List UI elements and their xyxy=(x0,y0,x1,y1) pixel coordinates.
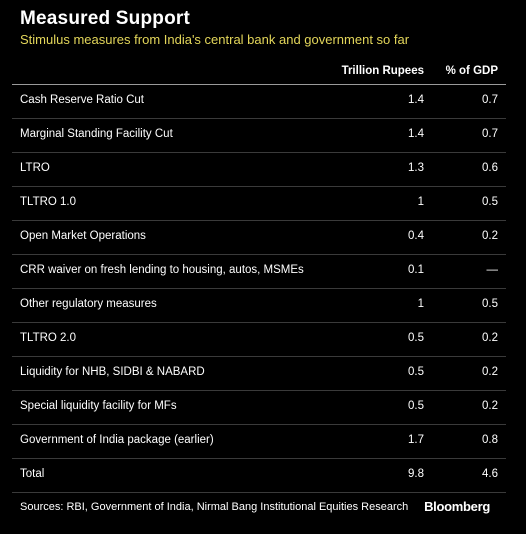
column-header-trillion-rupees: Trillion Rupees xyxy=(341,65,424,77)
row-trillion-rupees: 0.5 xyxy=(408,400,424,412)
row-label: Other regulatory measures xyxy=(20,298,157,310)
row-trillion-rupees: 0.1 xyxy=(408,264,424,276)
table-row: Marginal Standing Facility Cut 1.4 0.7 xyxy=(12,119,506,153)
row-pct-gdp: 0.8 xyxy=(482,434,498,446)
table-row: LTRO 1.3 0.6 xyxy=(12,153,506,187)
table-row: Other regulatory measures 1 0.5 xyxy=(12,289,506,323)
row-trillion-rupees: 9.8 xyxy=(408,468,424,480)
table-header: Trillion Rupees % of GDP xyxy=(12,58,506,84)
row-pct-gdp: 0.2 xyxy=(482,400,498,412)
table-row: CRR waiver on fresh lending to housing, … xyxy=(12,255,506,289)
row-trillion-rupees: 1.3 xyxy=(408,162,424,174)
row-pct-gdp: 0.7 xyxy=(482,94,498,106)
row-trillion-rupees: 1.4 xyxy=(408,94,424,106)
row-label: Government of India package (earlier) xyxy=(20,434,214,446)
row-label: Open Market Operations xyxy=(20,230,146,242)
table-row: Cash Reserve Ratio Cut 1.4 0.7 xyxy=(12,84,506,119)
row-pct-gdp: 0.5 xyxy=(482,298,498,310)
row-label: LTRO xyxy=(20,162,50,174)
row-trillion-rupees: 0.5 xyxy=(408,366,424,378)
stimulus-table: Trillion Rupees % of GDP Cash Reserve Ra… xyxy=(12,58,506,493)
row-pct-gdp: 0.2 xyxy=(482,230,498,242)
source-note: Sources: RBI, Government of India, Nirma… xyxy=(20,501,409,513)
row-trillion-rupees: 0.5 xyxy=(408,332,424,344)
row-label: CRR waiver on fresh lending to housing, … xyxy=(20,264,304,276)
row-label: Special liquidity facility for MFs xyxy=(20,400,177,412)
row-pct-gdp: 0.6 xyxy=(482,162,498,174)
table-row: TLTRO 1.0 1 0.5 xyxy=(12,187,506,221)
row-pct-gdp: 0.2 xyxy=(482,332,498,344)
table-row: Liquidity for NHB, SIDBI & NABARD 0.5 0.… xyxy=(12,357,506,391)
row-pct-gdp: 0.2 xyxy=(482,366,498,378)
row-pct-gdp: 0.7 xyxy=(482,128,498,140)
row-trillion-rupees: 1.4 xyxy=(408,128,424,140)
chart-subtitle: Stimulus measures from India's central b… xyxy=(20,32,410,47)
row-pct-gdp: 4.6 xyxy=(482,468,498,480)
row-trillion-rupees: 1.7 xyxy=(408,434,424,446)
row-label: Cash Reserve Ratio Cut xyxy=(20,94,144,106)
table-row: TLTRO 2.0 0.5 0.2 xyxy=(12,323,506,357)
row-pct-gdp: — xyxy=(486,264,499,276)
chart-title: Measured Support xyxy=(20,8,190,29)
table-row: Special liquidity facility for MFs 0.5 0… xyxy=(12,391,506,425)
table-row-total: Total 9.8 4.6 xyxy=(12,459,506,493)
bloomberg-logo: Bloomberg xyxy=(424,499,490,514)
row-label: Total xyxy=(20,468,45,480)
table-row: Open Market Operations 0.4 0.2 xyxy=(12,221,506,255)
row-label: TLTRO 1.0 xyxy=(20,196,77,208)
row-label: Liquidity for NHB, SIDBI & NABARD xyxy=(20,366,205,378)
row-label: TLTRO 2.0 xyxy=(20,332,77,344)
row-trillion-rupees: 0.4 xyxy=(408,230,424,242)
table-row: Government of India package (earlier) 1.… xyxy=(12,425,506,459)
row-trillion-rupees: 1 xyxy=(417,196,424,208)
column-header-pct-gdp: % of GDP xyxy=(445,65,498,77)
row-trillion-rupees: 1 xyxy=(417,298,424,310)
row-label: Marginal Standing Facility Cut xyxy=(20,128,173,140)
row-pct-gdp: 0.5 xyxy=(482,196,498,208)
